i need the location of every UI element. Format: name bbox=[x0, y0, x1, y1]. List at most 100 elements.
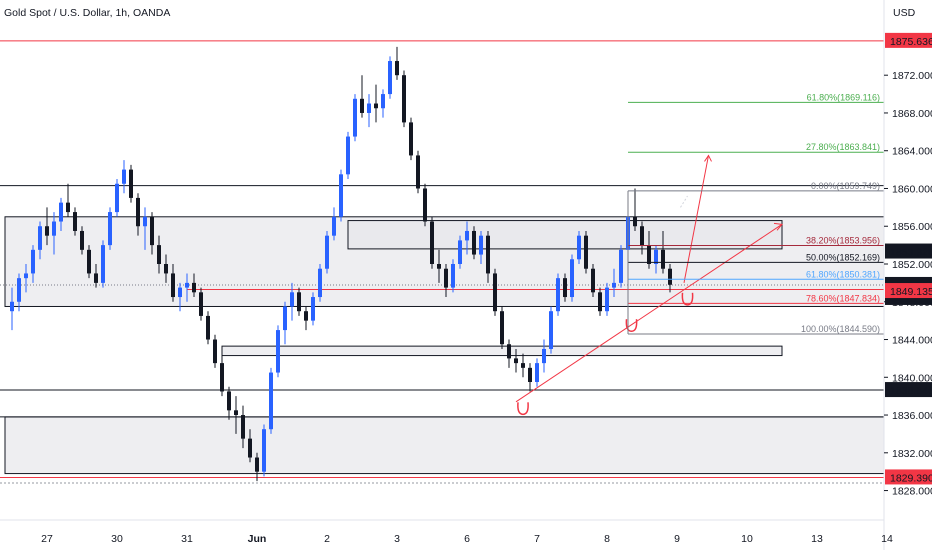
candle-body bbox=[157, 245, 161, 264]
candle-body bbox=[269, 372, 273, 430]
candle-body bbox=[234, 410, 238, 416]
x-tick-label: Jun bbox=[248, 533, 267, 545]
candle-body bbox=[514, 358, 518, 364]
candle-body bbox=[493, 273, 497, 312]
level-badge-bg bbox=[885, 469, 932, 485]
candle-body bbox=[416, 155, 420, 189]
fib-layer: 61.80%(1869.116) 27.80%(1863.841) 0.00%(18… bbox=[627, 92, 884, 335]
x-tick-label: 30 bbox=[111, 533, 123, 545]
candle-body bbox=[605, 287, 609, 312]
candle-body bbox=[591, 268, 595, 293]
u-marker-mid bbox=[625, 319, 638, 332]
projection-arrow bbox=[704, 154, 712, 162]
projection-dotted bbox=[680, 195, 688, 208]
projection-line bbox=[683, 155, 709, 283]
fib-label: 100.00%(1844.590) bbox=[801, 324, 880, 334]
chart-title: Gold Spot / U.S. Dollar, 1h, OANDA bbox=[4, 7, 170, 19]
candle-body bbox=[24, 273, 28, 279]
candle-body bbox=[584, 235, 588, 269]
candle-body bbox=[10, 301, 14, 312]
candle-body bbox=[479, 235, 483, 255]
candle-body bbox=[290, 292, 294, 307]
zone-rect bbox=[347, 220, 783, 250]
candle-body bbox=[444, 268, 448, 288]
candle-body bbox=[360, 98, 364, 113]
candle-body bbox=[45, 226, 49, 236]
fib-label: 0.00%(1859.749) bbox=[811, 181, 880, 191]
y-tick-label: 1828.000 bbox=[892, 486, 932, 498]
candle-body bbox=[528, 367, 532, 382]
candle-body bbox=[654, 249, 658, 264]
candle-body bbox=[451, 264, 455, 288]
candle-body bbox=[563, 278, 567, 298]
candle-body bbox=[192, 282, 196, 293]
candle-body bbox=[206, 315, 210, 340]
level-badge: 1829.390 bbox=[890, 472, 932, 484]
candle-body bbox=[619, 249, 623, 283]
candle-body bbox=[346, 136, 350, 175]
candle-body bbox=[66, 202, 70, 213]
candle-body bbox=[220, 363, 224, 392]
candle-body bbox=[423, 188, 427, 222]
candle-body bbox=[115, 183, 119, 213]
candle-body bbox=[227, 391, 231, 411]
candle-body bbox=[640, 226, 644, 246]
candle-body bbox=[500, 311, 504, 345]
y-tick-label: 1864.000 bbox=[892, 146, 932, 158]
candle-body bbox=[318, 268, 322, 298]
candle-body bbox=[535, 363, 539, 382]
candle-body bbox=[171, 273, 175, 298]
candle-body bbox=[38, 226, 42, 250]
x-tick-label: 8 bbox=[604, 533, 610, 545]
candle-body bbox=[388, 61, 392, 95]
x-tick-label: 6 bbox=[464, 533, 470, 545]
candle-body bbox=[661, 249, 665, 269]
y-tick-label: 1856.000 bbox=[892, 221, 932, 233]
candle-body bbox=[472, 230, 476, 255]
levels-layer bbox=[0, 40, 884, 484]
y-tick-label: 1872.000 bbox=[892, 70, 932, 82]
price-badge: 1853.320 bbox=[890, 247, 932, 259]
u-marker-right bbox=[681, 292, 694, 306]
y-tick-label: 1852.000 bbox=[892, 259, 932, 271]
fib-label: 38.20%(1853.956) bbox=[806, 236, 880, 246]
candle-body bbox=[542, 348, 546, 364]
y-tick-label: 1836.000 bbox=[892, 410, 932, 422]
level-badge: 1838.646 bbox=[890, 385, 932, 397]
candle-body bbox=[164, 264, 168, 274]
fib-label: 78.60%(1847.834) bbox=[806, 293, 880, 303]
zone-rect bbox=[4, 416, 885, 475]
level-badge: 1875.636 bbox=[890, 36, 932, 48]
candle-body bbox=[297, 292, 301, 312]
drawings-layer bbox=[515, 154, 783, 416]
trendline-arrow bbox=[773, 222, 783, 231]
candle-body bbox=[353, 98, 357, 137]
candle-body bbox=[213, 339, 217, 364]
candle-body bbox=[31, 249, 35, 274]
price-badge-bg bbox=[885, 243, 932, 259]
candle-body bbox=[136, 197, 140, 227]
price-badge: 1849.135 bbox=[890, 286, 932, 298]
candle-body bbox=[255, 457, 259, 472]
candle-body bbox=[122, 169, 126, 184]
candle-body bbox=[94, 273, 98, 283]
candle-body bbox=[325, 235, 329, 269]
candle-body bbox=[521, 363, 525, 368]
candle-body bbox=[668, 268, 672, 285]
fib-label: 50.00%(1852.169) bbox=[806, 252, 880, 262]
candle-body bbox=[101, 245, 105, 283]
candle-body bbox=[262, 429, 266, 472]
x-tick-label: 31 bbox=[181, 533, 193, 545]
candle-body bbox=[633, 216, 637, 227]
candles-layer bbox=[10, 46, 672, 482]
candle-body bbox=[507, 344, 511, 359]
x-tick-label: 3 bbox=[394, 533, 400, 545]
candle-body bbox=[283, 306, 287, 331]
x-tick-label: 14 bbox=[881, 533, 893, 545]
candle-body bbox=[458, 240, 462, 264]
candle-body bbox=[304, 311, 308, 321]
candle-body bbox=[598, 292, 602, 312]
x-tick-label: 7 bbox=[534, 533, 540, 545]
